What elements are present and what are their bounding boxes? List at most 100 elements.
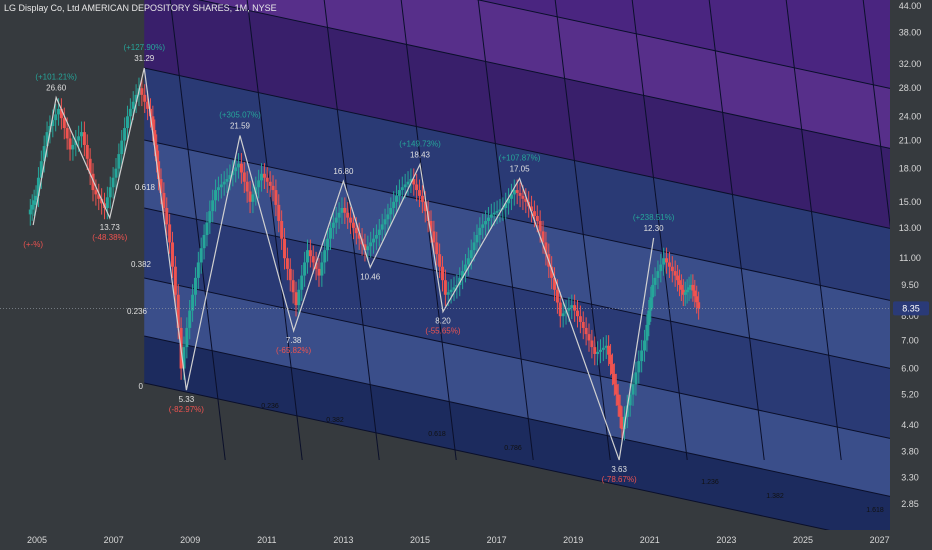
last-price-label: 8.35 — [902, 303, 920, 313]
candle-body — [265, 177, 269, 182]
candle-body — [683, 292, 687, 295]
candle-body — [225, 179, 229, 182]
candle-body — [645, 324, 649, 341]
candle-body — [349, 217, 353, 223]
candle-body — [532, 211, 536, 216]
candle-body — [114, 168, 118, 178]
candle-body — [423, 201, 427, 212]
fib-label: 0.382 — [326, 417, 344, 424]
candle-body — [380, 224, 384, 230]
candle-body — [489, 214, 493, 218]
y-axis-bg — [890, 0, 932, 550]
candle-body — [351, 222, 355, 228]
candle-body — [216, 187, 220, 191]
candle-body — [441, 266, 445, 281]
candle-body — [612, 373, 616, 385]
fib-line — [144, 67, 891, 229]
candle-body — [544, 242, 548, 255]
candle-body — [461, 271, 465, 278]
candle-body — [576, 310, 580, 317]
fib-label: 0.382 — [131, 260, 152, 269]
candle-body — [337, 212, 341, 218]
candle-body — [305, 250, 309, 263]
fib-label: 1.236 — [701, 479, 719, 486]
candle-body — [435, 242, 439, 255]
fib-label: 0.786 — [504, 445, 522, 452]
candle-body — [277, 204, 281, 221]
candle-body — [558, 302, 562, 317]
candle-body — [397, 190, 401, 196]
fib-label: 0.618 — [428, 431, 446, 438]
candle-body — [679, 284, 683, 290]
candle-body — [541, 231, 545, 243]
pivot-value: 26.60 — [46, 84, 67, 93]
candle-body — [438, 254, 442, 267]
candle-body — [131, 101, 135, 109]
candle-body — [530, 206, 534, 212]
candle-body — [237, 163, 241, 168]
pivot-pct: (+305.07%) — [219, 111, 261, 120]
y-tick-label: 11.00 — [899, 253, 921, 263]
candle-body — [274, 190, 278, 205]
candle-body — [320, 262, 324, 276]
candle-body — [578, 316, 582, 322]
candle-body — [173, 266, 177, 295]
x-tick-label: 2007 — [104, 535, 124, 545]
candle-body — [389, 207, 393, 215]
candle-body — [268, 181, 272, 186]
zigzag-path — [32, 67, 655, 461]
candle-body — [550, 266, 554, 278]
candle-body — [234, 167, 238, 172]
candle-body — [303, 262, 307, 276]
candle-body — [620, 416, 624, 430]
candle-body — [498, 209, 502, 212]
fib-divider — [400, 0, 457, 461]
pivot-pct: (-65.82%) — [276, 346, 311, 355]
candle-body — [193, 277, 197, 295]
candle-body — [466, 258, 470, 265]
x-tick-label: 2011 — [257, 535, 276, 545]
candle-body — [71, 144, 75, 150]
y-tick-label: 24.00 — [899, 111, 922, 121]
candle-body — [39, 161, 43, 178]
candle-body — [82, 132, 86, 145]
candle-body — [386, 214, 390, 220]
pivot-pct: (+107.87%) — [499, 154, 541, 163]
candle-body — [331, 222, 335, 228]
pivot-value: 7.38 — [286, 336, 302, 345]
candle-body — [392, 201, 396, 208]
pivot-value: 18.43 — [410, 150, 431, 159]
candle-body — [596, 351, 600, 354]
candle-body — [677, 280, 681, 285]
candle-body — [374, 234, 378, 239]
x-tick-label: 2005 — [27, 535, 47, 545]
candle-body — [570, 305, 574, 308]
last-price-tag — [893, 301, 929, 316]
pivot-value: 5.33 — [179, 395, 195, 404]
candle-body — [524, 198, 528, 202]
fib-divider — [708, 0, 765, 461]
candle-body — [88, 158, 92, 174]
candle-body — [681, 289, 685, 295]
candle-body — [415, 184, 419, 191]
candle-body — [567, 307, 571, 311]
y-tick-label: 2.85 — [901, 499, 919, 509]
candle-body — [191, 294, 195, 311]
candle-body — [509, 194, 513, 199]
candle-body — [245, 181, 249, 192]
candle-body — [62, 118, 66, 129]
candle-body — [159, 179, 163, 193]
candle-body — [614, 384, 618, 395]
candle-body — [208, 211, 212, 223]
candle-body — [492, 212, 496, 215]
candle-body — [54, 114, 58, 121]
candle-body — [65, 128, 69, 139]
candle-body — [165, 207, 169, 225]
candle-body — [108, 187, 112, 198]
candle-body — [328, 227, 332, 239]
candle-body — [475, 234, 479, 243]
fib-divider — [169, 0, 226, 461]
pivot-pct: (-48.38%) — [92, 233, 127, 242]
